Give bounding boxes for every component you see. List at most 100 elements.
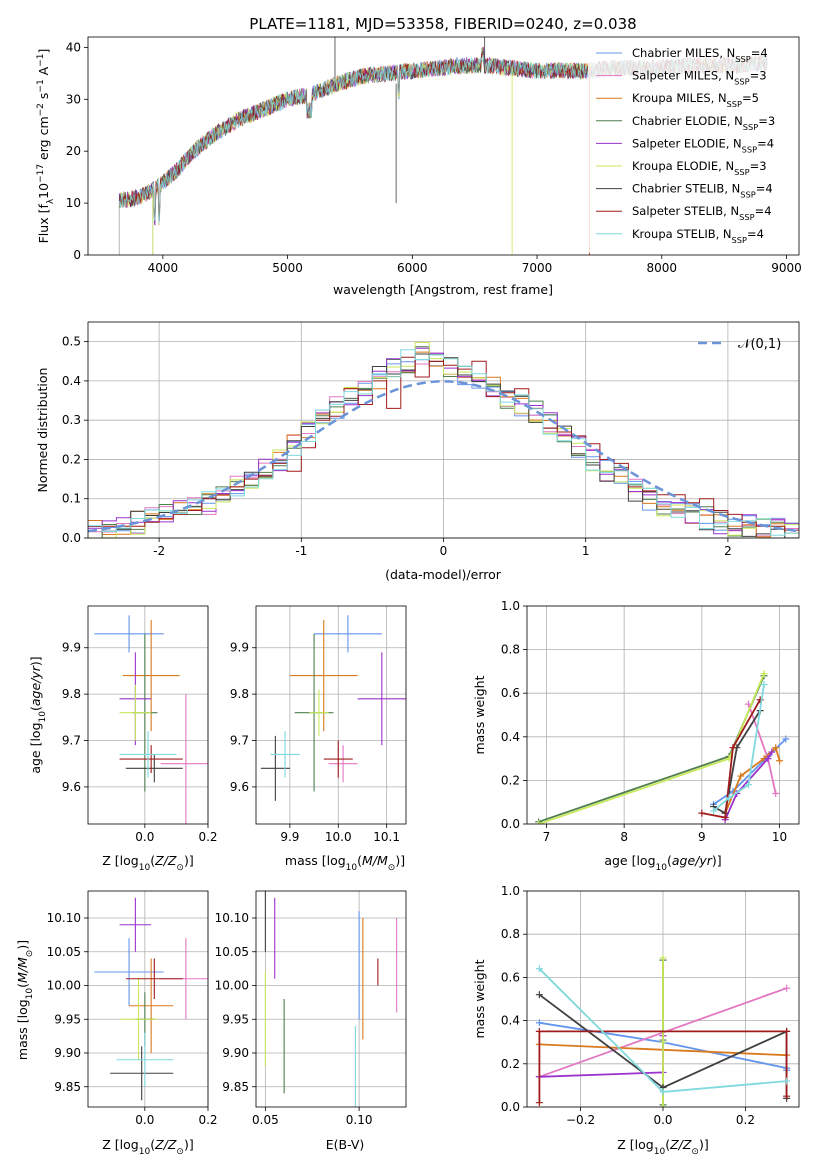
axes-2: 0.0 0.2 9.6 9.7 9.8 9.9 bbox=[62, 605, 218, 844]
weight-marker bbox=[729, 744, 737, 752]
x-tick-label: 9.9 bbox=[280, 830, 299, 844]
x-tick-label: 0.2 bbox=[198, 830, 217, 844]
x-tick-label: 10.1 bbox=[373, 830, 400, 844]
axes-frame bbox=[87, 321, 800, 539]
weight-marker bbox=[535, 820, 543, 824]
x-tick-label: 2 bbox=[724, 544, 732, 558]
weight-marker bbox=[776, 757, 784, 765]
axes-frame bbox=[526, 605, 800, 825]
y-tick-label: 9.8 bbox=[230, 687, 249, 701]
legend-label: Kroupa STELIB, NSSP=4 bbox=[632, 227, 764, 245]
legend: Chabrier MILES, NSSP=4 Salpeter MILES, NS… bbox=[588, 41, 794, 253]
x-tick-label: 9 bbox=[698, 830, 706, 844]
x-tick-label: 8000 bbox=[647, 261, 678, 275]
y-tick-label: 10.00 bbox=[47, 979, 81, 993]
y-axis-label: mass weight bbox=[472, 959, 487, 1038]
axes-0: 4000 5000 6000 7000 8000 9000 0 10 20 30 40 Chabrie… bbox=[66, 36, 802, 275]
chart-title: PLATE=1181, MJD=53358, FIBERID=0240, z=0… bbox=[249, 15, 636, 33]
weight-marker bbox=[772, 789, 780, 797]
y-tick-label: 0.6 bbox=[501, 970, 520, 984]
x-axis-label: Z [log10(Z/Z⊙)] bbox=[617, 1137, 708, 1157]
y-tick-label: 0.4 bbox=[501, 730, 520, 744]
y-tick-label: 1.0 bbox=[501, 884, 520, 898]
axes-frame bbox=[87, 36, 800, 256]
plot-area bbox=[94, 897, 208, 1101]
weight-marker bbox=[659, 1038, 667, 1046]
y-tick-label: 30 bbox=[66, 92, 81, 106]
axes-4: 7 8 9 10 0.0 0.2 0.4 0.6 0.8 1.0 bbox=[501, 599, 800, 844]
x-axis-label: Z [log10(Z/Z⊙)] bbox=[102, 1137, 193, 1157]
y-tick-label: 0.3 bbox=[62, 413, 81, 427]
y-tick-label: 9.9 bbox=[230, 641, 249, 655]
y-tick-label: 10.10 bbox=[47, 911, 81, 925]
y-axis-label: Flux [fλ10−17 erg cm−2 s−1 A−1] bbox=[36, 49, 56, 244]
y-tick-label: 9.90 bbox=[222, 1046, 249, 1060]
weight-line bbox=[712, 684, 765, 812]
y-tick-label: 0.0 bbox=[501, 1100, 520, 1114]
axes-3: 9.9 10.0 10.1 9.6 9.7 9.8 9.9 bbox=[230, 605, 407, 844]
axes-5: 0.0 0.2 9.85 9.90 9.95 10.00 10.05 10.10 bbox=[47, 890, 218, 1127]
legend-label: 𝒩(0,1) bbox=[738, 337, 781, 352]
plot-area bbox=[88, 342, 799, 538]
y-tick-label: 9.7 bbox=[62, 734, 81, 748]
y-tick-label: 9.7 bbox=[230, 734, 249, 748]
weight-marker bbox=[782, 735, 790, 743]
axes-frame bbox=[87, 605, 209, 825]
weight-marker bbox=[535, 1027, 543, 1035]
axes-1: -2 -1 0 1 2 0.0 0.1 0.2 0.3 0.4 0.5 𝒩(0,1) bbox=[62, 321, 800, 558]
x-tick-label: 7 bbox=[543, 830, 551, 844]
weight-marker bbox=[659, 1103, 667, 1107]
x-tick-label: 0.2 bbox=[736, 1113, 755, 1127]
x-tick-label: 5000 bbox=[272, 261, 303, 275]
y-tick-label: 0.2 bbox=[501, 1057, 520, 1071]
legend-label: Salpeter STELIB, NSSP=4 bbox=[632, 204, 772, 222]
histogram-step bbox=[88, 342, 799, 538]
legend-label: Salpeter MILES, NSSP=3 bbox=[632, 69, 767, 87]
y-tick-label: 0 bbox=[73, 248, 81, 262]
axes-frame bbox=[255, 605, 407, 825]
x-tick-label: 0 bbox=[440, 544, 448, 558]
weight-marker bbox=[768, 748, 776, 756]
y-tick-label: 0.2 bbox=[501, 773, 520, 787]
weight-marker bbox=[760, 680, 768, 688]
weight-marker bbox=[783, 984, 791, 992]
legend-label: Chabrier ELODIE, NSSP=3 bbox=[632, 114, 775, 132]
legend-label: Chabrier STELIB, NSSP=4 bbox=[632, 182, 773, 200]
legend-box bbox=[588, 41, 794, 253]
weight-marker bbox=[659, 954, 667, 962]
weight-line bbox=[701, 699, 761, 819]
x-tick-label: -2 bbox=[153, 544, 165, 558]
histogram-step bbox=[88, 349, 799, 536]
y-tick-label: 10.10 bbox=[215, 911, 249, 925]
x-axis-label: mass [log10(M/M⊙)] bbox=[285, 853, 405, 873]
y-tick-label: 9.90 bbox=[54, 1046, 81, 1060]
weight-marker bbox=[783, 1092, 791, 1100]
y-tick-label: 0.8 bbox=[501, 927, 520, 941]
weight-marker bbox=[783, 1027, 791, 1035]
y-tick-label: 0.1 bbox=[62, 492, 81, 506]
weight-line bbox=[713, 710, 761, 815]
x-tick-label: 0.0 bbox=[653, 1113, 672, 1127]
x-axis-label: Z [log10(Z/Z⊙)] bbox=[102, 853, 193, 873]
y-tick-label: 20 bbox=[66, 144, 81, 158]
y-tick-label: 0.2 bbox=[62, 452, 81, 466]
y-tick-label: 0.4 bbox=[62, 374, 81, 388]
y-axis-label: mass weight bbox=[472, 675, 487, 754]
plot-area bbox=[535, 954, 791, 1107]
x-tick-label: 0.05 bbox=[252, 1113, 279, 1127]
legend-label: Kroupa MILES, NSSP=5 bbox=[632, 91, 759, 109]
y-tick-label: 1.0 bbox=[501, 599, 520, 613]
x-tick-label: -1 bbox=[295, 544, 307, 558]
normal-curve bbox=[88, 380, 799, 533]
axes-frame bbox=[255, 890, 407, 1108]
weight-marker bbox=[721, 813, 729, 821]
x-tick-label: 10.0 bbox=[325, 830, 352, 844]
legend-label: Kroupa ELODIE, NSSP=3 bbox=[632, 159, 767, 177]
x-tick-label: 7000 bbox=[522, 261, 553, 275]
y-tick-label: 9.95 bbox=[222, 1012, 249, 1026]
x-tick-label: 6000 bbox=[397, 261, 428, 275]
y-tick-label: 0.5 bbox=[62, 335, 81, 349]
y-tick-label: 9.85 bbox=[54, 1080, 81, 1094]
y-tick-label: 10.05 bbox=[215, 945, 249, 959]
x-tick-label: 4000 bbox=[148, 261, 179, 275]
